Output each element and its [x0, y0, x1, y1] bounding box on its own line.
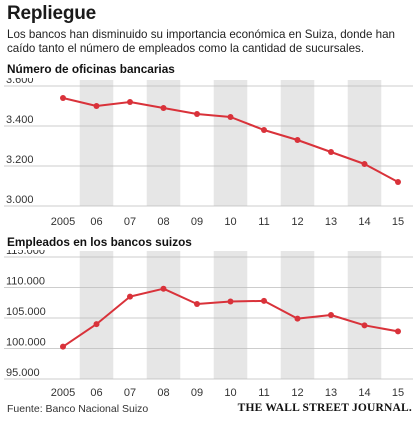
employees-y-tick-label: 95.000 — [6, 367, 40, 379]
offices-x-tick-label: 13 — [325, 216, 337, 228]
employees-x-tick-label: 11 — [258, 387, 269, 399]
employees-x-tick-label: 09 — [191, 387, 203, 399]
offices-data-point — [227, 114, 234, 120]
offices-x-tick-label: 07 — [124, 216, 136, 228]
offices-x-tick-label: 12 — [291, 216, 303, 228]
employees-data-point — [127, 293, 133, 300]
employees-x-tick-label: 07 — [124, 387, 136, 399]
offices-data-point — [395, 179, 401, 185]
offices-x-tick-label: 11 — [258, 216, 269, 228]
offices-x-tick-label: 10 — [224, 216, 236, 228]
offices-y-tick-label: 3.400 — [6, 114, 34, 126]
employees-chart-heading: Empleados en los bancos suizos — [7, 235, 192, 249]
employees-x-tick-label: 15 — [392, 387, 404, 399]
offices-x-tick-label: 2005 — [51, 216, 75, 228]
employees-y-tick-label: 110.000 — [6, 276, 45, 288]
chart-subtitle: Los bancos han disminuido su importancia… — [7, 28, 395, 55]
employees-band — [347, 251, 382, 379]
employees-x-tick-label: 12 — [291, 387, 303, 399]
offices-y-tick-label: 3.200 — [6, 154, 34, 166]
employees-x-tick-label: 08 — [157, 387, 169, 399]
employees-x-tick-label: 10 — [224, 387, 236, 399]
employees-data-point — [395, 328, 401, 335]
offices-data-point — [194, 111, 200, 117]
employees-x-tick-label: 14 — [358, 387, 370, 399]
employees-data-point — [294, 315, 301, 322]
employees-data-point — [194, 300, 200, 307]
offices-band — [146, 80, 181, 206]
employees-data-point — [160, 285, 167, 292]
offices-data-point — [294, 137, 301, 143]
chart-title: Repliegue — [7, 3, 96, 24]
offices-data-point — [361, 161, 368, 167]
offices-x-tick-label: 09 — [191, 216, 203, 228]
employees-data-point — [261, 297, 267, 304]
offices-x-tick-label: 08 — [157, 216, 169, 228]
employees-data-point — [60, 343, 66, 350]
offices-band — [347, 80, 382, 206]
offices-y-tick-label: 3.000 — [6, 194, 34, 206]
publisher-logo: THE WALL STREET JOURNAL. — [237, 402, 412, 414]
employees-y-tick-label: 100.000 — [6, 337, 46, 349]
offices-band — [79, 80, 114, 206]
employees-y-tick-label: 105.000 — [6, 306, 46, 318]
employees-y-tick-label: 115.000 — [6, 250, 45, 257]
offices-data-point — [328, 149, 334, 155]
offices-chart-heading: Número de oficinas bancarias — [7, 62, 175, 76]
offices-line-chart: 3.600 3.400 3.200 3.000 2005 06 07 08 09 10 11 12 13… — [4, 78, 413, 228]
employees-x-tick-label: 06 — [90, 387, 102, 399]
employees-x-tick-label: 2005 — [51, 387, 75, 399]
offices-data-point — [93, 103, 100, 109]
source-note: Fuente: Banco Nacional Suizo — [7, 403, 149, 415]
employees-band — [280, 251, 315, 379]
offices-data-point — [160, 105, 167, 111]
employees-line-chart: 115.000 110.000 105.000 100.000 95.000 2005 06… — [4, 250, 413, 399]
offices-x-tick-label: 06 — [90, 216, 102, 228]
offices-y-tick-label: 3.600 — [6, 78, 34, 86]
offices-band — [213, 80, 248, 206]
offices-data-point — [60, 95, 66, 101]
employees-band — [213, 251, 248, 379]
employees-data-point — [361, 322, 368, 329]
offices-data-point — [127, 99, 133, 105]
employees-data-point — [227, 298, 234, 305]
offices-data-point — [261, 127, 267, 133]
employees-data-point — [328, 311, 334, 318]
offices-x-tick-label: 15 — [392, 216, 404, 228]
employees-data-point — [93, 321, 100, 328]
offices-x-tick-label: 14 — [358, 216, 370, 228]
employees-x-tick-label: 13 — [325, 387, 337, 399]
employees-band — [146, 251, 181, 379]
